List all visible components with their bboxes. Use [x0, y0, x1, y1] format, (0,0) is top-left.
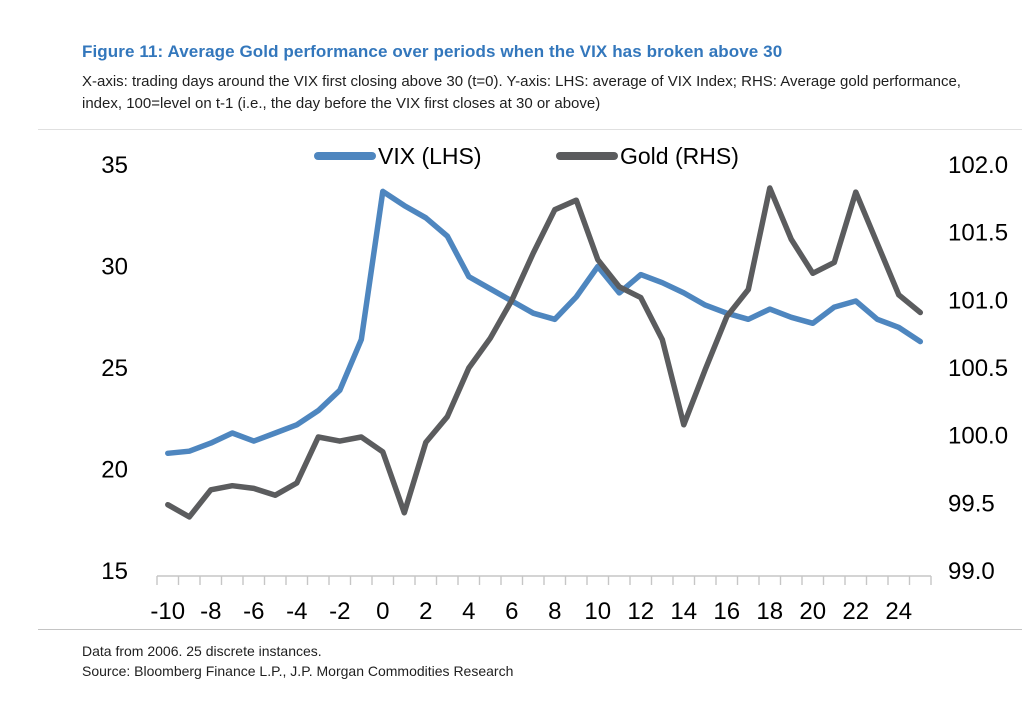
right-axis-tick-label: 101.0 — [948, 287, 1008, 314]
figure-subtitle: X-axis: trading days around the VIX firs… — [82, 73, 961, 112]
x-tick-label: 20 — [799, 598, 826, 625]
x-tick-label: -6 — [243, 598, 264, 625]
figure-footnotes: Data from 2006. 25 discrete instances. S… — [82, 641, 513, 681]
x-tick-label: 2 — [419, 598, 432, 625]
x-tick-label: -2 — [329, 598, 350, 625]
right-axis-tick-label: 100.0 — [948, 423, 1008, 450]
x-tick-label: 14 — [670, 598, 697, 625]
top-divider — [38, 129, 1022, 130]
vix-line — [165, 188, 924, 457]
footnote-data: Data from 2006. 25 discrete instances. — [82, 643, 322, 659]
x-tick-label: 8 — [548, 598, 561, 625]
legend-gold-label: Gold (RHS) — [620, 143, 739, 169]
x-tick-label: 0 — [376, 598, 389, 625]
x-tick-label: 18 — [756, 598, 783, 625]
right-axis-tick-label: 101.5 — [948, 220, 1008, 247]
left-axis-tick-label: 30 — [101, 254, 128, 281]
x-tick-label: 22 — [842, 598, 869, 625]
x-tick-label: -4 — [286, 598, 307, 625]
left-axis-tick-label: 25 — [101, 355, 128, 382]
legend-vix-label: VIX (LHS) — [378, 143, 482, 169]
x-tick-label: -10 — [150, 598, 185, 625]
figure-title: Figure 11: Average Gold performance over… — [82, 42, 783, 61]
right-axis-tick-label: 99.5 — [948, 490, 995, 517]
left-axis-tick-label: 35 — [101, 152, 128, 179]
footnote-source: Source: Bloomberg Finance L.P., J.P. Mor… — [82, 663, 514, 679]
gold-line — [165, 185, 924, 520]
right-axis-tick-label: 99.0 — [948, 558, 995, 585]
left-axis-tick-label: 15 — [101, 558, 128, 585]
left-axis-tick-label: 20 — [101, 457, 128, 484]
x-tick-label: 10 — [584, 598, 611, 625]
x-tick-label: 12 — [627, 598, 654, 625]
right-axis-tick-label: 100.5 — [948, 355, 1008, 382]
bottom-divider — [38, 629, 1022, 630]
x-tick-label: 16 — [713, 598, 740, 625]
x-tick-label: 6 — [505, 598, 518, 625]
x-tick-label: 4 — [462, 598, 475, 625]
right-axis-tick-label: 102.0 — [948, 152, 1008, 179]
x-tick-label: 24 — [885, 598, 912, 625]
x-tick-label: -8 — [200, 598, 221, 625]
